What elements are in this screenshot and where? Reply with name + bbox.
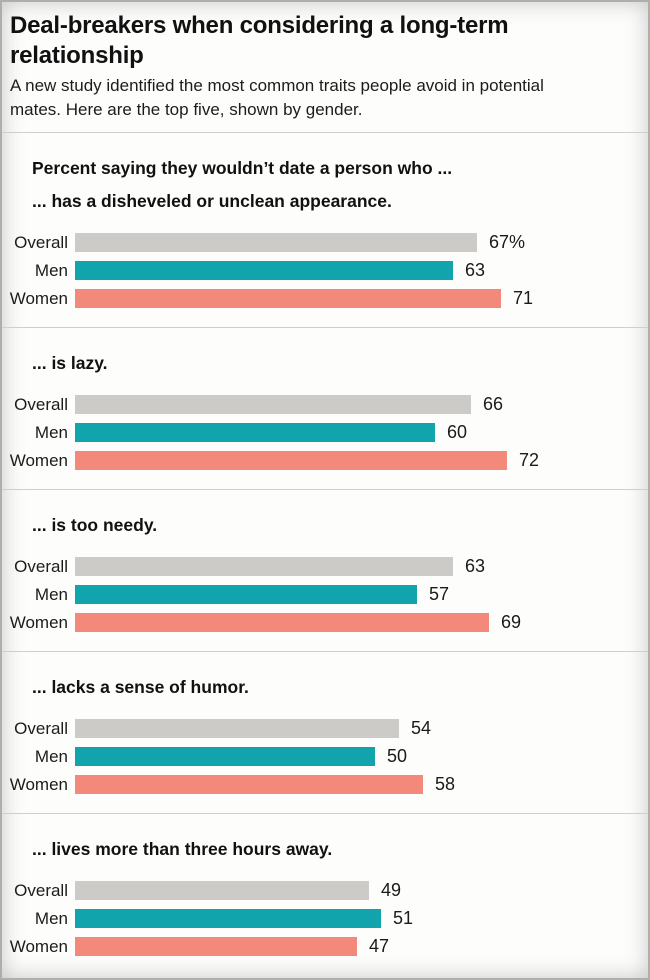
bar-row: Men 60 (2, 422, 648, 442)
chart-question: ... is lazy. (32, 353, 108, 373)
bar-value: 71 (513, 288, 534, 308)
chart-sections: Percent saying they wouldn’t date a pers… (2, 132, 648, 975)
bar-value: 47 (369, 936, 390, 956)
page-title: Deal-breakers when considering a long-te… (10, 12, 509, 69)
bar-men (75, 423, 435, 442)
bar-track: 57 (75, 584, 648, 604)
category-label-men: Men (34, 422, 68, 442)
bar-value: 63 (465, 260, 486, 280)
bar-row: Women 47 (2, 936, 648, 956)
chart-question: ... has a disheveled or unclean appearan… (32, 191, 392, 211)
bar-row: Men 63 (2, 260, 648, 280)
category-label-overall: Overall (14, 394, 68, 414)
bar-value: 63 (465, 556, 486, 576)
bar-row: Women 72 (2, 450, 648, 470)
bar-men (75, 585, 417, 604)
chart-lede: Percent saying they wouldn’t date a pers… (32, 158, 453, 178)
category-label-overall: Overall (14, 718, 68, 738)
bar-value: 57 (429, 584, 450, 604)
category-label-women: Women (9, 288, 68, 308)
category-label-men: Men (34, 260, 68, 280)
bar-women (75, 451, 507, 470)
bar-overall (75, 233, 477, 252)
bar-track: 51 (75, 908, 648, 928)
bar-women (75, 937, 357, 956)
bar-track: 47 (75, 936, 648, 956)
category-label-women: Women (9, 612, 68, 632)
bar-track: 63 (75, 556, 648, 576)
bar-value: 60 (447, 422, 468, 442)
bar-women (75, 289, 501, 308)
category-label-women: Women (9, 774, 68, 794)
bar-row: Women 58 (2, 774, 648, 794)
bar-row: Overall 67% (2, 232, 648, 252)
bar-value: 66 (483, 394, 504, 414)
bar-value: 49 (381, 880, 402, 900)
bar-row: Men 57 (2, 584, 648, 604)
bar-overall (75, 557, 453, 576)
bar-track: 58 (75, 774, 648, 794)
chart-question: ... lacks a sense of humor. (32, 677, 249, 697)
bar-value: 67% (489, 232, 526, 252)
bar-row: Overall 63 (2, 556, 648, 576)
bar-value: 69 (501, 612, 522, 632)
bar-track: 71 (75, 288, 648, 308)
bar-track: 67% (75, 232, 648, 252)
chart-section: ... lives more than three hours away. Ove… (2, 813, 648, 975)
chart-footer: Source: “Relationship Dealbreakers: Trai… (2, 975, 648, 978)
category-label-overall: Overall (14, 232, 68, 252)
chart-section: ... lacks a sense of humor. Overall 54 Men 5… (2, 651, 648, 813)
bar-value: 54 (411, 718, 432, 738)
page-subtitle: A new study identified the most common t… (10, 76, 544, 119)
bar-value: 51 (393, 908, 414, 928)
bar-row: Women 69 (2, 612, 648, 632)
bar-track: 72 (75, 450, 648, 470)
chart-question: ... lives more than three hours away. (32, 839, 333, 859)
bar-track: 49 (75, 880, 648, 900)
bar-track: 50 (75, 746, 648, 766)
bar-row: Overall 54 (2, 718, 648, 738)
bar-women (75, 613, 489, 632)
bar-value: 72 (519, 450, 540, 470)
bar-overall (75, 719, 399, 738)
bar-track: 60 (75, 422, 648, 442)
category-label-women: Women (9, 936, 68, 956)
bar-row: Men 51 (2, 908, 648, 928)
bar-overall (75, 881, 369, 900)
bar-row: Overall 49 (2, 880, 648, 900)
bar-track: 66 (75, 394, 648, 414)
chart-header: Deal-breakers when considering a long-te… (2, 2, 648, 132)
bar-women (75, 775, 423, 794)
category-label-men: Men (34, 584, 68, 604)
bar-track: 69 (75, 612, 648, 632)
bar-track: 54 (75, 718, 648, 738)
category-label-overall: Overall (14, 556, 68, 576)
chart-section: ... is too needy. Overall 63 Men 57 Women 69 (2, 489, 648, 651)
bar-row: Overall 66 (2, 394, 648, 414)
bar-row: Men 50 (2, 746, 648, 766)
category-label-overall: Overall (14, 880, 68, 900)
bar-track: 63 (75, 260, 648, 280)
chart-section: Percent saying they wouldn’t date a pers… (2, 132, 648, 327)
bar-value: 50 (387, 746, 408, 766)
bar-value: 58 (435, 774, 456, 794)
chart-section: ... is lazy. Overall 66 Men 60 Women 72 (2, 327, 648, 489)
chart-question: ... is too needy. (32, 515, 158, 535)
bar-men (75, 747, 375, 766)
bar-row: Women 71 (2, 288, 648, 308)
bar-men (75, 909, 381, 928)
category-label-men: Men (34, 908, 68, 928)
bar-men (75, 261, 453, 280)
bar-overall (75, 395, 471, 414)
category-label-men: Men (34, 746, 68, 766)
category-label-women: Women (9, 450, 68, 470)
